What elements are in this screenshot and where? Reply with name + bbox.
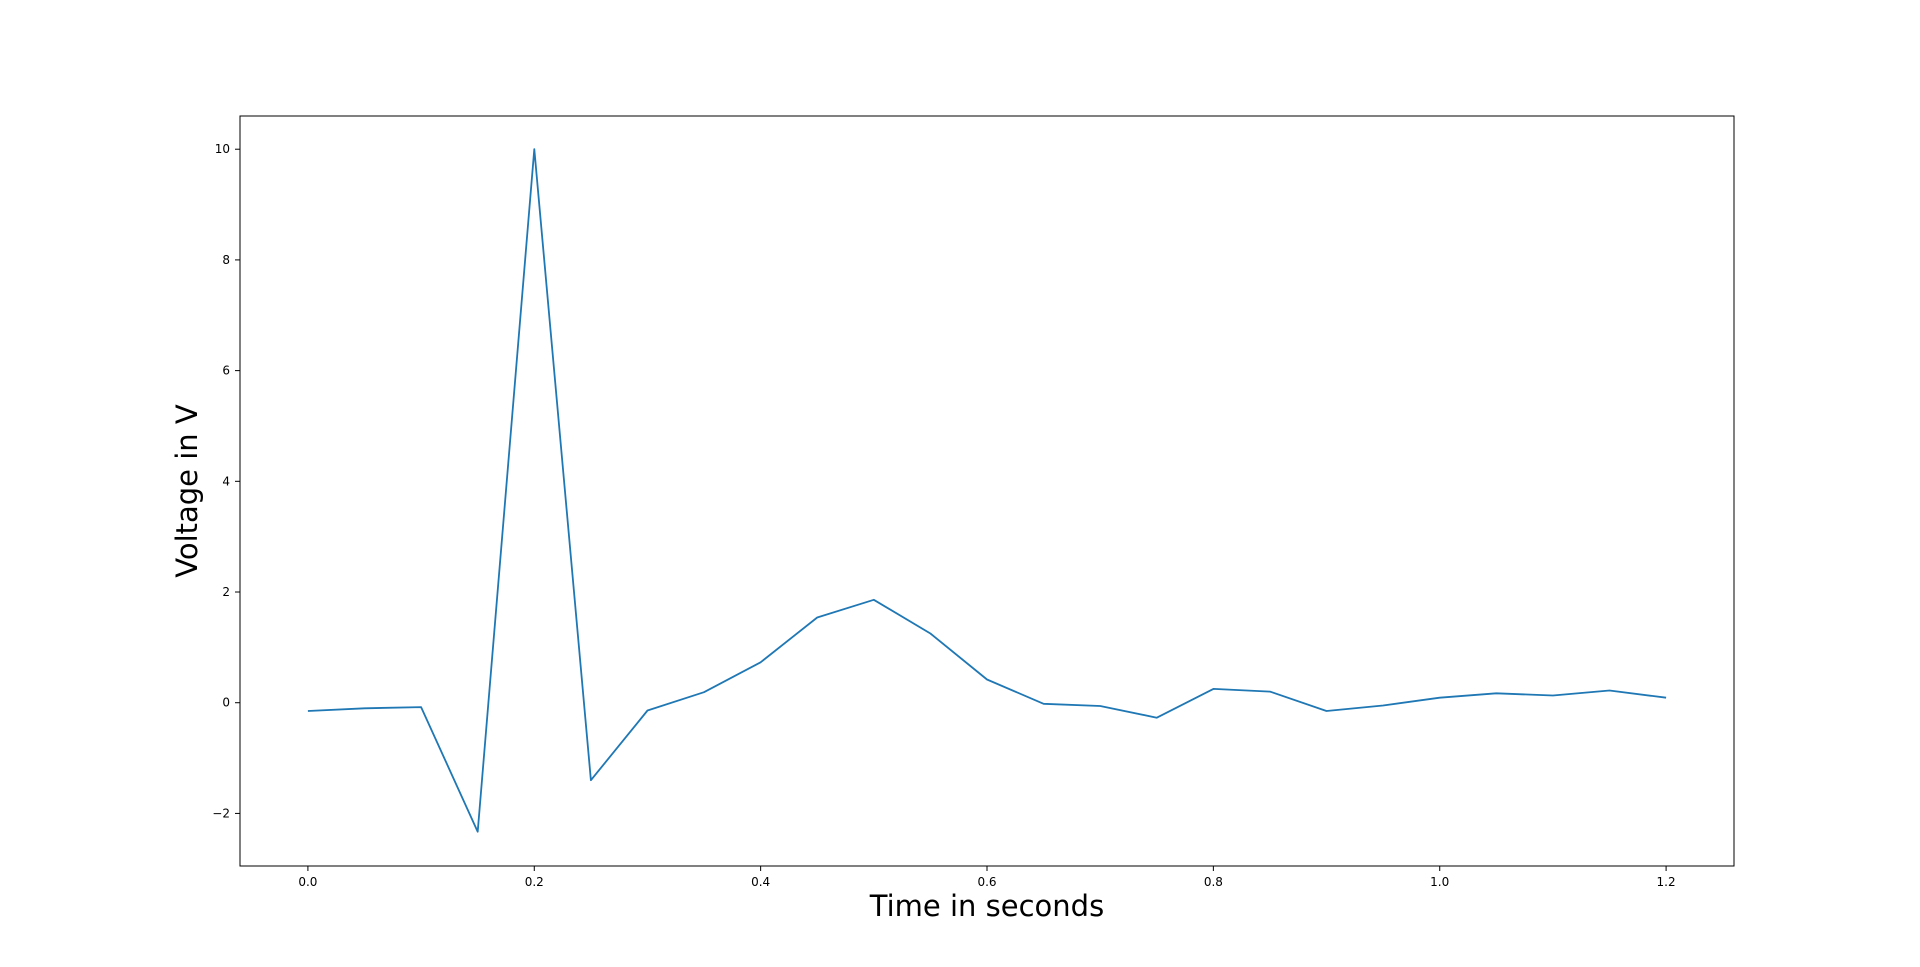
y-tick-label: 0 xyxy=(222,696,230,710)
x-tick-label: 0.0 xyxy=(298,875,317,889)
x-axis-label: Time in seconds xyxy=(869,889,1104,923)
x-axis-ticks: 0.0 0.2 0.4 0.6 0.8 1.0 1.2 xyxy=(298,866,1676,889)
x-tick-label: 1.2 xyxy=(1657,875,1676,889)
y-tick-label: 10 xyxy=(215,142,230,156)
y-tick-label: 6 xyxy=(222,364,230,378)
series-line-0 xyxy=(307,148,1667,833)
x-tick-label: 1.0 xyxy=(1430,875,1449,889)
y-axis-ticks: −2 0 2 4 6 8 10 xyxy=(212,142,240,820)
x-tick-label: 0.6 xyxy=(977,875,996,889)
y-tick-label: −2 xyxy=(212,806,230,820)
x-tick-label: 0.4 xyxy=(751,875,770,889)
y-tick-label: 8 xyxy=(222,253,230,267)
plot-area xyxy=(240,116,1734,866)
y-tick-label: 4 xyxy=(222,474,230,488)
y-axis-label: Voltage in V xyxy=(170,404,204,578)
data-layer xyxy=(307,148,1667,833)
x-tick-label: 0.2 xyxy=(525,875,544,889)
x-tick-label: 0.8 xyxy=(1204,875,1223,889)
y-tick-label: 2 xyxy=(222,585,230,599)
plot-frame xyxy=(239,115,1735,867)
